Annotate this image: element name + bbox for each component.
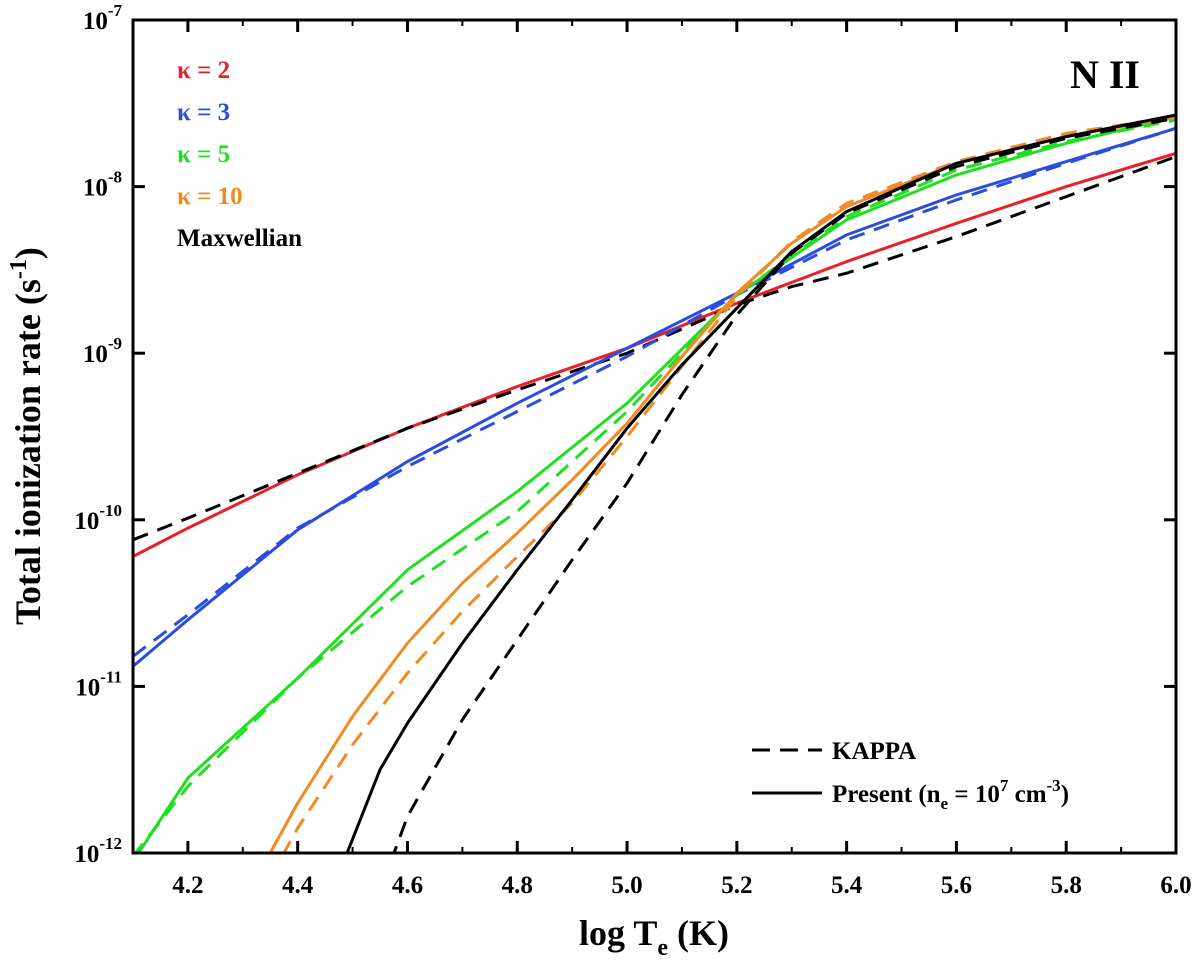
legend-entry-5: Maxwellian bbox=[177, 225, 302, 252]
y-axis-title: Total ionization rate (s-1) bbox=[6, 247, 48, 625]
x-axis-title: log Te (K) bbox=[579, 913, 729, 961]
y-axis-ticks: 10-12 10-11 10-10 10-9 10-8 10-7 bbox=[74, 1, 1176, 868]
plot-frame bbox=[131, 18, 1178, 855]
x-axis-ticks: 4.2 4.4 4.6 4.8 5.0 5.2 5.4 5.6 5.8 6.0 bbox=[132, 20, 1192, 899]
series--10-kappa bbox=[282, 115, 1176, 853]
x-tick-label: 5.4 bbox=[831, 872, 863, 899]
y-tick-label: 10-8 bbox=[83, 168, 122, 202]
x-tick-label: 4.8 bbox=[502, 872, 533, 899]
y-tick-label: 10-12 bbox=[74, 834, 122, 868]
series--3-kappa bbox=[133, 126, 1176, 658]
panel-label: N II bbox=[1070, 52, 1140, 97]
x-tick-label: 4.6 bbox=[392, 872, 423, 899]
legend-entry-3: κ = 5 bbox=[177, 141, 230, 168]
x-tick-label: 4.4 bbox=[282, 872, 314, 899]
series-maxwellian-kappa bbox=[392, 116, 1176, 853]
x-tick-label: 6.0 bbox=[1160, 872, 1191, 899]
x-tick-label: 5.0 bbox=[611, 872, 642, 899]
data-curves bbox=[133, 113, 1176, 853]
series-maxwellian-present bbox=[345, 113, 1176, 853]
line-style-legend: KAPPA Present (ne = 107 cm-3) bbox=[752, 738, 1069, 813]
legend-entry-1: κ = 2 bbox=[177, 57, 230, 84]
x-tick-label: 5.6 bbox=[941, 872, 972, 899]
x-tick-label: 5.8 bbox=[1051, 872, 1082, 899]
legend-entry-4: κ = 10 bbox=[177, 183, 243, 210]
series--5-kappa bbox=[133, 118, 1176, 853]
series--10-present bbox=[268, 115, 1176, 853]
legend-present-label: Present (ne = 107 cm-3) bbox=[832, 776, 1069, 813]
x-tick-label: 5.2 bbox=[721, 872, 752, 899]
series--3-present bbox=[133, 126, 1176, 668]
legend-kappa-label: KAPPA bbox=[832, 738, 916, 765]
kappa-legend: κ = 2 κ = 3 κ = 5 κ = 10 Maxwellian bbox=[177, 57, 302, 252]
y-tick-label: 10-9 bbox=[83, 334, 122, 368]
legend-entry-2: κ = 3 bbox=[177, 99, 230, 126]
y-tick-label: 10-10 bbox=[74, 501, 122, 535]
x-tick-label: 4.2 bbox=[172, 872, 203, 899]
series--2-kappa bbox=[133, 155, 1176, 542]
series--5-present bbox=[136, 115, 1176, 853]
y-tick-label: 10-7 bbox=[83, 1, 123, 35]
y-tick-label: 10-11 bbox=[75, 667, 122, 701]
